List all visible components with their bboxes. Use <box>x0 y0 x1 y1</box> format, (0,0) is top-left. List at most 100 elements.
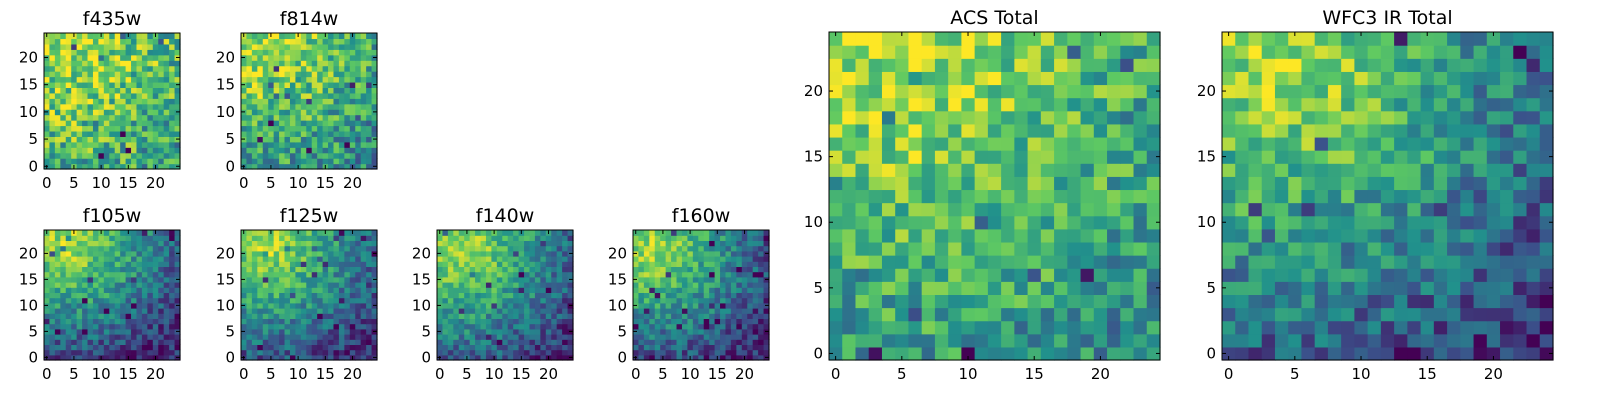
heatmap-cell <box>665 297 672 304</box>
heatmap-cell <box>551 334 558 340</box>
heatmap-cell <box>458 308 465 314</box>
heatmap-cell <box>71 71 78 78</box>
heatmap-cell <box>908 294 923 309</box>
heatmap-cell <box>556 271 563 278</box>
heatmap-cell <box>141 349 148 356</box>
heatmap-cell <box>714 323 721 330</box>
heatmap-cell <box>485 349 492 356</box>
heatmap-cell <box>665 230 672 236</box>
heatmap-cell <box>65 256 72 262</box>
heatmap-cell <box>649 323 656 330</box>
heatmap-cell <box>317 354 324 361</box>
heatmap-cell <box>1080 110 1095 125</box>
heatmap-cell <box>125 81 132 88</box>
y-tick-label: 20 <box>19 244 38 262</box>
heatmap-cell <box>300 240 307 247</box>
heatmap-cell <box>736 256 743 262</box>
heatmap-cell <box>344 240 351 247</box>
heatmap-cell <box>881 333 896 348</box>
heatmap-cell <box>567 292 574 299</box>
heatmap-cell <box>1354 255 1369 269</box>
heatmap-cell <box>1500 307 1514 322</box>
heatmap-cell <box>654 250 661 257</box>
heatmap-cell <box>1301 202 1316 217</box>
heatmap-cell <box>163 130 170 137</box>
heatmap-cell <box>87 60 94 67</box>
heatmap-cell <box>141 114 148 121</box>
heatmap-cell <box>720 271 727 278</box>
heatmap-cell <box>480 250 487 257</box>
heatmap-cell <box>158 87 165 94</box>
heatmap-cell <box>241 141 248 148</box>
heatmap-cell <box>49 71 56 78</box>
heatmap-cell <box>311 323 318 330</box>
heatmap-cell <box>458 276 465 283</box>
heatmap-cell <box>284 334 291 340</box>
heatmap-cell <box>87 71 94 78</box>
heatmap-cell <box>524 339 531 345</box>
heatmap-cell <box>344 297 351 304</box>
heatmap-cell <box>87 235 94 241</box>
heatmap-cell <box>1447 333 1461 348</box>
x-tick-label: 0 <box>435 365 445 383</box>
heatmap-cell <box>360 103 367 110</box>
heatmap-cell <box>114 152 121 159</box>
heatmap-cell <box>709 261 716 267</box>
heatmap-cell <box>311 318 318 325</box>
heatmap-cell <box>60 287 67 293</box>
heatmap-cell <box>273 120 280 127</box>
heatmap-cell <box>158 235 165 241</box>
heatmap-cell <box>442 318 449 325</box>
heatmap-cell <box>556 302 563 309</box>
heatmap-cell <box>665 271 672 278</box>
heatmap-cell <box>114 328 121 335</box>
heatmap-cell <box>262 60 269 67</box>
heatmap-cell <box>1433 294 1448 309</box>
heatmap-cell <box>349 130 356 137</box>
heatmap-cell <box>257 103 264 110</box>
heatmap-cell <box>136 344 143 351</box>
heatmap-cell <box>475 250 482 257</box>
heatmap-cell <box>1354 281 1369 295</box>
heatmap-cell <box>246 114 253 121</box>
heatmap-cell <box>120 158 127 165</box>
heatmap-cell <box>1067 189 1082 204</box>
heatmap-cell <box>442 339 449 345</box>
heatmap-cell <box>458 250 465 257</box>
heatmap-cell <box>709 276 716 283</box>
heatmap-cell <box>1526 202 1541 217</box>
heatmap-cell <box>534 282 541 288</box>
heatmap-cell <box>1301 268 1316 282</box>
heatmap-cell <box>360 339 367 345</box>
heatmap-cell <box>300 65 307 72</box>
heatmap-cell <box>92 87 99 94</box>
heatmap-cell <box>1133 71 1148 86</box>
heatmap-cell <box>741 271 748 278</box>
heatmap-cell <box>1093 228 1108 243</box>
heatmap-cell <box>496 250 503 257</box>
heatmap-cell <box>147 141 154 148</box>
heatmap-cell <box>556 256 563 262</box>
heatmap-cell <box>136 65 143 72</box>
heatmap-cell <box>82 271 89 278</box>
heatmap-cell <box>881 123 896 138</box>
heatmap-cell <box>131 141 138 148</box>
heatmap-cell <box>1235 346 1250 361</box>
heatmap-cell <box>507 240 514 247</box>
heatmap-cell <box>328 250 335 257</box>
heatmap-cell <box>974 346 989 361</box>
heatmap-cell <box>262 120 269 127</box>
heatmap-cell <box>158 33 165 40</box>
heatmap-cell <box>1014 241 1029 256</box>
heatmap-cell <box>562 230 569 236</box>
heatmap-cell <box>344 276 351 283</box>
heatmap-cell <box>1407 346 1422 361</box>
heatmap-cell <box>284 323 291 330</box>
heatmap-cell <box>934 32 949 46</box>
heatmap-cell <box>98 136 105 143</box>
heatmap-cell <box>649 308 656 314</box>
heatmap-cell <box>311 308 318 314</box>
heatmap-cell <box>513 354 520 361</box>
heatmap-cell <box>1027 202 1042 217</box>
